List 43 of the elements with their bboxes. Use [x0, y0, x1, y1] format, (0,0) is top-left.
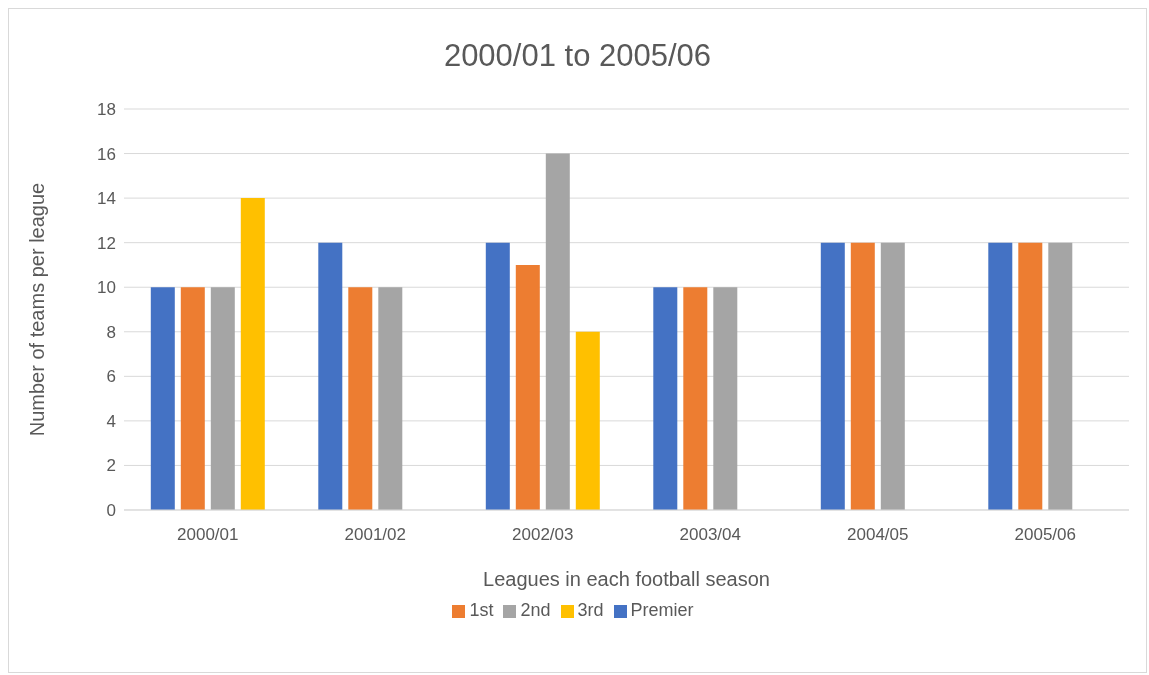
bar	[820, 242, 845, 510]
legend-label: 2nd	[520, 600, 551, 620]
bar	[1018, 242, 1043, 510]
y-tick-label: 0	[106, 501, 116, 521]
x-tick-label: 2003/04	[679, 525, 741, 545]
bar	[240, 198, 265, 510]
y-tick-label: 18	[97, 100, 116, 120]
x-tick-label: 2000/01	[177, 525, 239, 545]
bar	[683, 287, 708, 510]
y-tick-label: 12	[97, 233, 116, 253]
bar	[988, 242, 1013, 510]
bar	[485, 242, 510, 510]
y-tick-label: 2	[106, 456, 116, 476]
chart-title: 2000/01 to 2005/06	[442, 37, 713, 75]
y-axis-title: Number of teams per league	[26, 182, 49, 437]
bar	[318, 242, 343, 510]
x-tick-label: 2001/02	[344, 525, 406, 545]
legend-label: Premier	[630, 600, 694, 620]
x-axis-title: Leagues in each football season	[483, 568, 770, 590]
x-tick-label: 2005/06	[1014, 525, 1076, 545]
bar	[575, 331, 600, 510]
bar	[348, 287, 373, 510]
bar	[180, 287, 205, 510]
bar	[150, 287, 175, 510]
y-tick-label: 8	[106, 322, 116, 342]
x-tick-label: 2004/05	[847, 525, 909, 545]
bar	[515, 264, 540, 510]
legend-label: 3rd	[577, 600, 604, 620]
bar	[378, 287, 403, 510]
y-tick-label: 6	[106, 367, 116, 387]
x-tick-label: 2002/03	[512, 525, 574, 545]
bar	[653, 287, 678, 510]
legend-label: 1st	[469, 600, 494, 620]
bar	[850, 242, 875, 510]
y-tick-label: 10	[97, 278, 116, 298]
y-tick-label: 16	[97, 144, 116, 164]
bar	[210, 287, 235, 510]
bar	[1048, 242, 1073, 510]
bar	[880, 242, 905, 510]
y-tick-label: 14	[97, 189, 116, 209]
bar	[545, 153, 570, 510]
bar	[713, 287, 738, 510]
y-tick-label: 4	[106, 411, 116, 431]
